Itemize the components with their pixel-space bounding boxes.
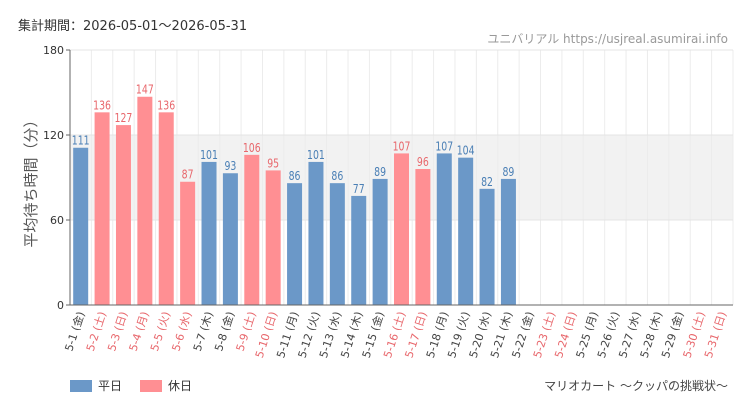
x-tick-label: 5-1 (金) xyxy=(62,310,88,353)
legend-label-weekday: 平日 xyxy=(98,379,123,393)
data-label: 101 xyxy=(307,148,325,162)
bar xyxy=(94,112,110,305)
data-label: 93 xyxy=(224,159,236,173)
data-label: 86 xyxy=(331,169,343,183)
data-label: 136 xyxy=(157,98,175,112)
bar xyxy=(265,170,281,305)
y-tick-label: 120 xyxy=(43,129,64,142)
y-tick-label: 0 xyxy=(57,299,64,312)
bar xyxy=(479,188,495,305)
data-label: 95 xyxy=(267,156,279,170)
data-label: 136 xyxy=(93,98,111,112)
data-label: 89 xyxy=(502,165,514,179)
bar xyxy=(351,195,367,305)
bar xyxy=(73,147,89,305)
bar xyxy=(394,153,409,305)
bar xyxy=(222,173,238,305)
period-label: 集計期間：2026-05-01〜2026-05-31 xyxy=(18,19,248,34)
bar xyxy=(115,125,131,305)
data-label: 106 xyxy=(243,141,261,155)
bar xyxy=(158,112,174,305)
bar xyxy=(201,161,217,305)
bar xyxy=(180,181,196,305)
data-label: 89 xyxy=(374,165,386,179)
data-label: 86 xyxy=(289,169,301,183)
data-label: 77 xyxy=(353,182,365,196)
bar xyxy=(458,157,474,305)
data-label: 96 xyxy=(417,155,429,169)
bar xyxy=(329,183,345,305)
data-label: 107 xyxy=(435,139,453,153)
legend-item-weekday: 平日 xyxy=(70,377,122,394)
data-label: 104 xyxy=(457,144,475,158)
data-label: 111 xyxy=(72,134,90,148)
data-label: 101 xyxy=(200,148,218,162)
bar xyxy=(137,96,153,305)
legend-item-holiday: 休日 xyxy=(140,377,192,394)
bar xyxy=(415,169,431,305)
y-tick-label: 180 xyxy=(43,44,64,57)
data-label: 107 xyxy=(393,139,411,153)
bar xyxy=(308,161,324,305)
data-label: 82 xyxy=(481,175,493,189)
y-tick-label: 60 xyxy=(50,214,64,227)
data-label: 87 xyxy=(182,168,194,182)
legend-swatch-holiday xyxy=(140,379,163,392)
legend: 平日 休日 xyxy=(70,377,192,394)
attraction-name: マリオカート 〜クッパの挑戦状〜 xyxy=(544,379,728,393)
y-axis-title: 平均待ち時間（分） xyxy=(22,112,40,247)
bar xyxy=(372,178,388,305)
bar xyxy=(500,178,516,305)
site-watermark: ユニバリアル https://usjreal.asumirai.info xyxy=(487,32,728,46)
legend-label-holiday: 休日 xyxy=(168,379,193,393)
bar xyxy=(287,183,303,305)
data-label: 127 xyxy=(115,111,133,125)
bar xyxy=(244,154,260,305)
legend-swatch-weekday xyxy=(70,379,92,392)
bar xyxy=(436,153,452,305)
data-label: 147 xyxy=(136,83,154,97)
